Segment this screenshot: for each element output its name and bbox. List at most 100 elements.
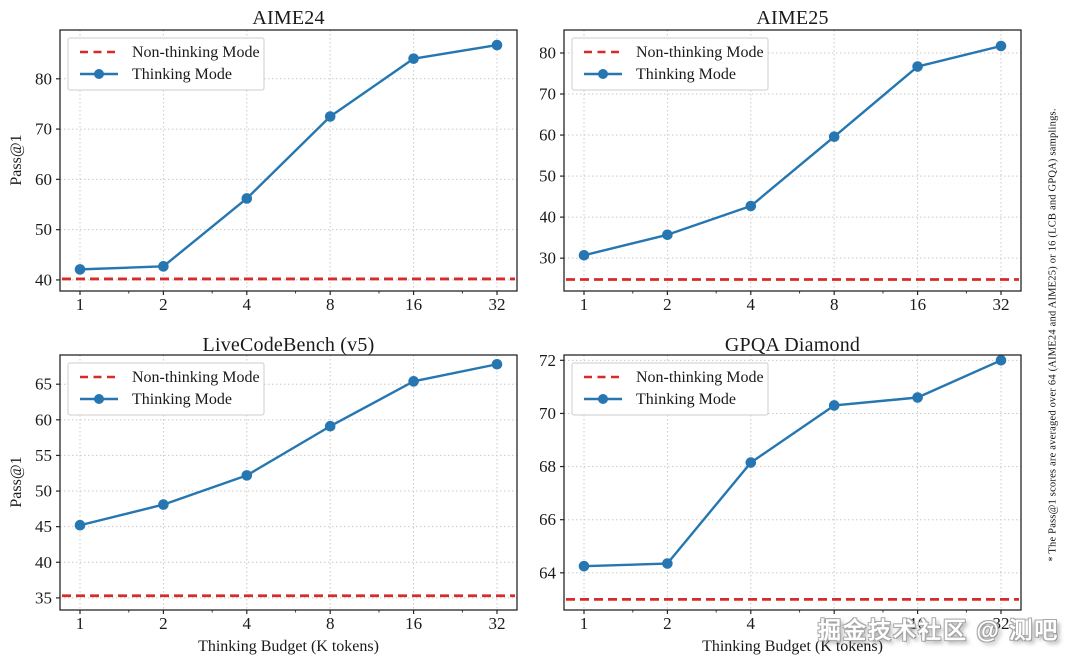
x-tick-label: 8	[830, 614, 839, 633]
axes-frame	[59, 29, 518, 292]
y-tick-label: 80	[540, 43, 556, 62]
y-tick-label: 80	[35, 69, 52, 88]
x-tick-label: 4	[243, 295, 252, 314]
legend-thinking-marker	[598, 394, 608, 404]
thinking-mode-line	[79, 43, 498, 271]
axes-frame	[59, 354, 518, 611]
chart-title-livecodebench: LiveCodeBench (v5)	[202, 334, 375, 356]
data-point	[995, 40, 1007, 52]
x-tick-label: 1	[580, 295, 589, 314]
x-tick-label: 16	[909, 614, 926, 633]
x-tick-label: 8	[326, 295, 335, 314]
y-tick-label: 70	[35, 120, 52, 139]
y-tick-label: 40	[35, 553, 52, 572]
y-tick-label: 68	[540, 457, 556, 476]
x-tick-label: 1	[76, 295, 85, 314]
thinking-mode-line	[79, 363, 498, 527]
x-axis-label-left: Thinking Budget (K tokens)	[198, 638, 379, 655]
y-tick-label: 55	[35, 446, 52, 465]
x-tick-label: 8	[830, 295, 839, 314]
data-point	[828, 131, 840, 142]
data-point	[74, 519, 86, 531]
data-point	[662, 558, 673, 569]
data-point	[241, 193, 253, 204]
x-tick-label: 4	[243, 614, 252, 633]
data-point	[324, 111, 336, 122]
legend-thinking-label: Thinking Mode	[636, 391, 736, 408]
data-point	[241, 470, 253, 481]
legend-thinking-marker	[94, 394, 104, 404]
legend-thinking-label: Thinking Mode	[132, 66, 232, 83]
livecodebench-plot: 35 40 45 50 55 60 65 1 2 4 8 16 32 Non-thinking Mode T…	[35, 354, 518, 633]
chart-aime24: 40 50 60 70 80 1 2 4 8 16 32 Non-thinking Mode Think…	[0, 0, 540, 334]
data-point	[745, 200, 757, 212]
data-point	[662, 229, 673, 241]
data-point	[578, 249, 590, 261]
y-tick-label: 65	[35, 375, 52, 394]
x-tick-label: 2	[663, 295, 672, 314]
chart-gpqa: 64 66 68 70 72 1 2 4 8 16 32 Non-thinking Mode Think…	[540, 334, 1080, 669]
x-tick-label: 16	[405, 614, 422, 633]
x-tick-label: 2	[663, 614, 672, 633]
x-tick-label: 2	[159, 295, 168, 314]
y-tick-label: 40	[540, 208, 556, 227]
x-axis-label-right: Thinking Budget (K tokens)	[702, 638, 883, 655]
chart-title-aime25: AIME25	[756, 7, 829, 29]
y-tick-label: 72	[540, 351, 556, 370]
data-point	[745, 457, 757, 468]
x-tick-label: 2	[159, 614, 168, 633]
legend-box	[67, 37, 265, 91]
data-point	[828, 400, 840, 411]
y-tick-label: 50	[35, 220, 52, 239]
data-point	[912, 392, 923, 403]
data-point	[158, 499, 169, 510]
legend-box	[571, 362, 769, 416]
x-tick-label: 16	[405, 295, 422, 314]
y-tick-label: 50	[540, 167, 556, 186]
data-point	[995, 355, 1007, 366]
axes-frame	[563, 29, 1022, 292]
x-tick-label: 32	[489, 614, 506, 633]
aime24-plot: 40 50 60 70 80 1 2 4 8 16 32 Non-thinking Mode Think…	[35, 29, 518, 314]
data-point	[491, 358, 503, 370]
data-point	[491, 39, 503, 51]
y-tick-label: 45	[35, 517, 52, 536]
legend-non-thinking-label: Non-thinking Mode	[132, 369, 260, 386]
y-tick-label: 64	[540, 563, 557, 582]
y-tick-label: 60	[540, 126, 556, 145]
gpqa-plot: 64 66 68 70 72 1 2 4 8 16 32 Non-thinking Mode Think…	[540, 351, 1022, 633]
data-point	[324, 420, 336, 432]
x-tick-label: 1	[76, 614, 85, 633]
x-tick-label: 32	[993, 295, 1010, 314]
data-point	[74, 264, 86, 275]
legend-non-thinking-label: Non-thinking Mode	[636, 44, 764, 61]
y-tick-label: 70	[540, 85, 556, 104]
watermark-text: 掘金技术社区 @ 测吧	[818, 617, 1060, 643]
x-tick-label: 1	[580, 614, 589, 633]
legend-non-thinking-label: Non-thinking Mode	[636, 369, 764, 386]
y-tick-label: 66	[540, 510, 556, 529]
axes-frame	[563, 354, 1022, 611]
chart-title-gpqa: GPQA Diamond	[724, 334, 861, 356]
x-tick-label: 32	[993, 614, 1010, 633]
x-tick-label: 4	[747, 295, 756, 314]
data-point	[912, 61, 923, 72]
x-tick-label: 16	[909, 295, 926, 314]
legend-thinking-marker	[598, 69, 608, 79]
legend-box	[67, 362, 265, 416]
y-tick-label: 60	[35, 410, 52, 429]
data-point	[408, 376, 419, 387]
x-tick-label: 8	[326, 614, 335, 633]
legend-thinking-marker	[94, 69, 104, 79]
x-tick-label: 4	[747, 614, 756, 633]
y-tick-label: 40	[35, 270, 52, 289]
y-tick-label: 70	[540, 404, 556, 423]
sampling-footnote: * The Pass@1 scores are averaged over 64…	[1047, 108, 1059, 562]
legend-box	[571, 37, 769, 91]
thinking-mode-line	[583, 44, 1002, 257]
legend-thinking-label: Thinking Mode	[636, 66, 736, 83]
chart-aime25: 30 40 50 60 70 80 1 2 4 8 16 32 Non-thinking Mode Thi…	[540, 0, 1080, 334]
chart-title-aime24: AIME24	[252, 7, 325, 29]
y-tick-label: 30	[540, 249, 556, 268]
